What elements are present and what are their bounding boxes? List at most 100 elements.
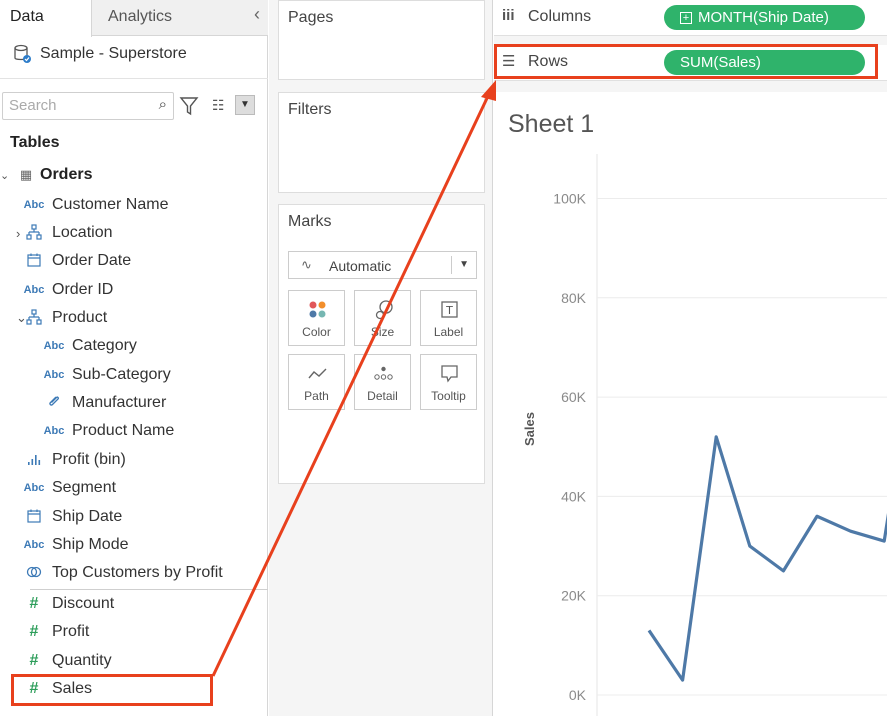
pane-tabbar: Data Analytics ‹: [0, 0, 268, 37]
filter-icon[interactable]: [179, 95, 199, 117]
pages-title: Pages: [288, 9, 334, 26]
dropdown-separator: [451, 256, 452, 274]
table-orders[interactable]: ⌄ ▦ Orders: [0, 164, 92, 186]
y-tick-label: 60K: [561, 389, 587, 405]
field-label: Sales: [52, 680, 93, 697]
filters-card[interactable]: Filters: [278, 92, 485, 193]
field-manufacturer[interactable]: Manufacturer: [36, 391, 166, 415]
field-label: Order Date: [52, 252, 132, 269]
label-icon: T: [441, 301, 458, 318]
svg-text:T: T: [445, 304, 453, 317]
number-icon: #: [29, 595, 39, 612]
y-tick-label: 100K: [553, 191, 586, 207]
field-sales[interactable]: # Sales: [16, 677, 92, 701]
path-icon: [308, 368, 327, 379]
field-customer-name[interactable]: Abc Customer Name: [16, 193, 169, 217]
chevron-down-icon[interactable]: ⌄: [0, 169, 10, 182]
field-ship-date[interactable]: Ship Date: [16, 505, 122, 529]
calendar-icon: [16, 252, 52, 271]
field-sub-category[interactable]: Abc Sub-Category: [36, 363, 171, 387]
color-label: Color: [302, 325, 331, 339]
columns-icon: iii: [502, 7, 515, 24]
field-profit-bin-[interactable]: Profit (bin): [16, 448, 126, 472]
sales-field-highlight: [11, 674, 213, 706]
rows-pill[interactable]: SUM(Sales): [664, 50, 865, 75]
size-icon: [375, 300, 393, 320]
columns-pill[interactable]: + MONTH(Ship Date): [664, 5, 865, 30]
number-icon: #: [29, 623, 39, 640]
field-label: Customer Name: [52, 196, 169, 213]
sheet-view: Sheet 1 0K 20K 40K 60K 80K 100K Sales: [494, 92, 887, 716]
field-product-name[interactable]: Abc Product Name: [36, 419, 175, 443]
tooltip-label: Tooltip: [431, 389, 466, 403]
field-location[interactable]: › Location: [16, 221, 113, 245]
number-icon: #: [29, 652, 39, 669]
detail-label: Detail: [367, 389, 398, 403]
hierarchy-icon: [16, 223, 52, 243]
chevron-down-icon[interactable]: ⌄: [16, 310, 27, 325]
field-category[interactable]: Abc Category: [36, 334, 137, 358]
search-input[interactable]: Search ⌕: [2, 92, 174, 120]
pages-card[interactable]: Pages: [278, 0, 485, 80]
field-product[interactable]: ⌄ Product: [16, 306, 107, 330]
y-tick-label: 0K: [569, 687, 587, 703]
data-pane: Data Analytics ‹ Sample - Superstore Sea…: [0, 0, 268, 716]
field-discount[interactable]: # Discount: [16, 592, 115, 616]
measures-divider: [30, 589, 268, 590]
columns-pill-label: MONTH(Ship Date): [698, 9, 829, 26]
label-button[interactable]: T Label: [420, 290, 477, 346]
field-label: Manufacturer: [72, 394, 167, 411]
detail-button[interactable]: Detail: [354, 354, 411, 410]
cards-column: Pages Filters Marks ∿ Automatic ▼ Color …: [269, 0, 493, 716]
field-top-customers-by-profit[interactable]: Top Customers by Profit: [16, 561, 223, 585]
sheet-title: Sheet 1: [508, 110, 595, 138]
columns-shelf[interactable]: iii Columns + MONTH(Ship Date): [494, 0, 887, 36]
sales-line[interactable]: [647, 298, 887, 682]
datasource[interactable]: Sample - Superstore: [14, 44, 187, 64]
field-profit[interactable]: # Profit: [16, 620, 90, 644]
collapse-pane-icon[interactable]: ‹: [254, 4, 260, 24]
field-segment[interactable]: Abc Segment: [16, 476, 116, 500]
field-label: Profit (bin): [52, 451, 126, 468]
table-icon: ▦: [19, 167, 33, 182]
y-axis-label: Sales: [522, 412, 537, 446]
field-label: Ship Date: [52, 508, 123, 525]
y-tick-label: 80K: [561, 290, 587, 306]
expand-plus-icon[interactable]: +: [680, 12, 692, 24]
field-label: Sub-Category: [72, 366, 171, 383]
detail-icon: [374, 366, 393, 380]
color-button[interactable]: Color: [288, 290, 345, 346]
tab-analytics[interactable]: Analytics: [108, 8, 173, 25]
set-icon: [16, 564, 52, 583]
bins-icon: [16, 451, 52, 470]
field-order-date[interactable]: Order Date: [16, 249, 131, 273]
tooltip-button[interactable]: Tooltip: [420, 354, 477, 410]
field-order-id[interactable]: Abc Order ID: [16, 278, 114, 302]
abc-string-icon: Abc: [23, 539, 45, 551]
view-list-icon[interactable]: ☷: [212, 97, 225, 113]
search-icon[interactable]: ⌕: [158, 96, 167, 113]
tab-data[interactable]: Data: [0, 0, 92, 37]
view-dropdown-button[interactable]: ▼: [235, 95, 255, 115]
datasource-name: Sample - Superstore: [40, 45, 187, 62]
marks-title: Marks: [288, 213, 332, 230]
field-label: Top Customers by Profit: [52, 564, 223, 581]
field-quantity[interactable]: # Quantity: [16, 649, 112, 673]
field-label: Profit: [52, 623, 90, 640]
marks-card: Marks ∿ Automatic ▼ Color Size T: [278, 204, 485, 484]
field-ship-mode[interactable]: Abc Ship Mode: [16, 533, 129, 557]
datasource-icon: [14, 44, 31, 63]
chevron-right-icon[interactable]: ›: [16, 225, 21, 241]
size-label: Size: [370, 325, 395, 339]
field-label: Segment: [52, 479, 117, 496]
mark-type-dropdown[interactable]: ∿ Automatic ▼: [288, 251, 477, 279]
abc-string-icon: Abc: [23, 199, 45, 211]
field-label: Quantity: [52, 652, 112, 669]
paperclip-icon: [36, 394, 72, 413]
rows-shelf[interactable]: ☰ Rows SUM(Sales): [494, 45, 887, 81]
divider: [0, 78, 268, 79]
path-button[interactable]: Path: [288, 354, 345, 410]
size-button[interactable]: Size: [354, 290, 411, 346]
rows-pill-label: SUM(Sales): [680, 54, 761, 71]
field-label: Location: [52, 224, 113, 241]
